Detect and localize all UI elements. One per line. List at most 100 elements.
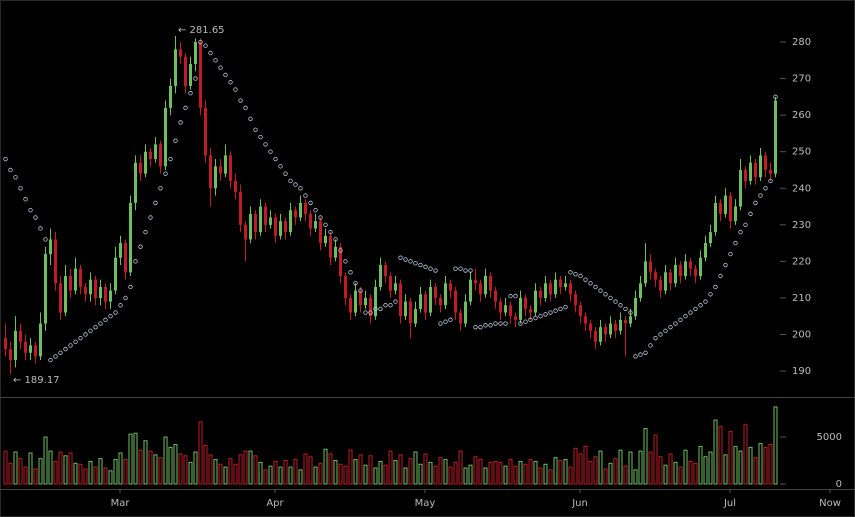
candle-body [44, 254, 47, 324]
sar-dot [293, 182, 298, 187]
x-tick-label: Mar [111, 498, 131, 509]
volume-bar [73, 462, 78, 485]
candle-body [304, 202, 307, 214]
candle-body [239, 191, 242, 225]
candle-body [109, 290, 112, 302]
sar-dot [658, 332, 663, 337]
sar-dot [243, 105, 248, 111]
sar-dot [248, 116, 253, 122]
sar-dot [208, 50, 213, 56]
sar-dot [558, 306, 563, 312]
volume-bar [343, 465, 348, 485]
candle-body [524, 297, 527, 309]
candle-body [539, 290, 542, 298]
candle-body [404, 301, 407, 317]
candle-body [84, 286, 87, 295]
volume-bar [538, 467, 543, 485]
sar-dot [88, 328, 93, 334]
candle-body [759, 155, 762, 178]
sar-dot [408, 259, 413, 264]
candle-body [719, 202, 722, 214]
sar-dot [438, 321, 443, 326]
sar-dot [543, 312, 548, 317]
sar-dot [473, 324, 478, 330]
candle-body [139, 162, 142, 174]
sar-dot [698, 303, 703, 308]
candle-body [259, 206, 262, 233]
volume-bar [288, 466, 293, 485]
volume-bar [83, 468, 88, 485]
sar-dot [678, 317, 683, 323]
candle-body [599, 327, 602, 342]
candle-body [124, 243, 127, 273]
sar-dot [628, 310, 633, 315]
candle-body [584, 316, 587, 324]
y-tick-label: 220 [792, 256, 811, 267]
candle-body [509, 305, 512, 317]
candle-body [699, 257, 702, 276]
volume-bar [598, 450, 603, 485]
volume-bar [633, 469, 638, 485]
sar-dot [643, 350, 648, 355]
volume-bar [358, 454, 363, 485]
candle-body [204, 107, 207, 156]
candle-body [479, 283, 482, 295]
candle-body [189, 63, 192, 86]
volume-bar [48, 450, 53, 485]
sar-dot [538, 314, 543, 319]
candle-body [634, 297, 637, 317]
candle-body [164, 107, 167, 167]
sar-dot [573, 271, 578, 277]
candle-body [214, 166, 217, 189]
candle-body [149, 151, 152, 160]
candle-body [429, 286, 432, 313]
candle-body [334, 246, 337, 258]
sar-dot [338, 248, 343, 253]
volume-bar [753, 457, 758, 485]
candle-body [474, 279, 477, 284]
candle-body [224, 155, 227, 174]
sar-dot [488, 323, 493, 328]
candle-body [659, 279, 662, 291]
sar-dot [303, 193, 308, 198]
candle-body [734, 206, 737, 222]
sar-dot [393, 299, 398, 304]
volume-bar [513, 465, 518, 485]
candle-body [379, 265, 382, 287]
sar-dot [588, 281, 593, 286]
candle-body [264, 206, 267, 225]
candle-body [74, 268, 77, 291]
volume-bar [743, 424, 748, 485]
sar-dot [453, 266, 458, 271]
sar-dot [413, 261, 418, 266]
sar-dot [748, 211, 753, 217]
candle-body [409, 301, 412, 324]
candle-body [364, 297, 367, 306]
candle-body [624, 319, 627, 324]
candle-body [4, 338, 7, 350]
sar-dot [498, 321, 503, 326]
candle-body [549, 283, 552, 295]
y-tick-label: 250 [792, 147, 811, 158]
volume-bar [378, 460, 383, 485]
volume-bar [313, 466, 318, 485]
x-tick-label: Now [819, 498, 841, 509]
sar-dot [273, 156, 278, 162]
sar-dot [423, 264, 428, 270]
volume-bar [548, 469, 553, 485]
candle-body [594, 330, 597, 342]
sar-dot [753, 200, 758, 206]
candle-body [184, 56, 187, 86]
volume-bar [328, 453, 333, 485]
volume-bar [628, 451, 633, 485]
sar-dot [468, 268, 473, 273]
candle-body [709, 232, 712, 244]
sar-dot [638, 352, 643, 357]
candle-body [144, 151, 147, 174]
volume-bar [703, 456, 708, 485]
volume-bar [453, 461, 458, 485]
sar-dot [118, 303, 123, 308]
sar-dot [203, 43, 208, 48]
candle-body [209, 155, 212, 189]
candle-body [424, 294, 427, 313]
